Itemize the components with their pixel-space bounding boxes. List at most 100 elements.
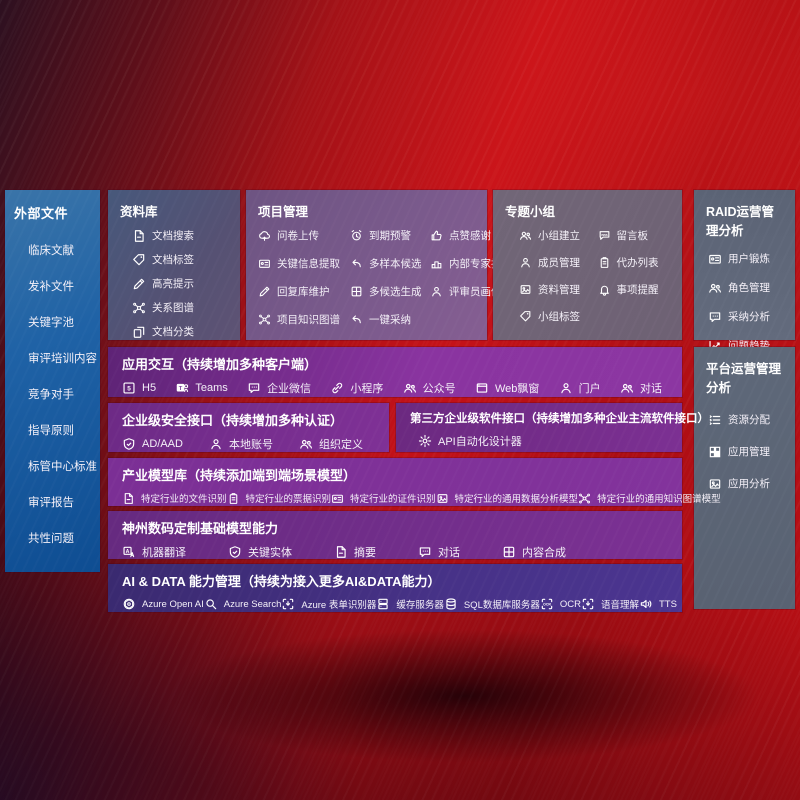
key-info-extract[interactable]: 关键信息提取 — [258, 256, 350, 271]
key-entity[interactable]: 关键实体 — [228, 544, 292, 560]
item-label: 审评报告 — [28, 497, 74, 509]
sql-db-server[interactable]: SQL数据库服务器 — [444, 597, 540, 611]
summary[interactable]: 摘要 — [334, 544, 376, 560]
item-label: 应用分析 — [728, 478, 770, 490]
panel-project-title: 项目管理 — [258, 205, 309, 219]
like-thanks[interactable]: 点赞感谢 — [430, 228, 512, 243]
auth-org-definition[interactable]: 组织定义 — [299, 436, 363, 452]
band-base-items: 机器翻译 关键实体 摘要 对话 内容合成 — [122, 544, 668, 560]
industry-knowledge-graph-model-icon — [578, 492, 591, 505]
item-label: 语音理解 — [600, 600, 639, 611]
sidebar-item-common-issues[interactable]: 共性问题 — [28, 530, 94, 546]
app-analysis[interactable]: 应用分析 — [708, 476, 791, 491]
member-manage[interactable]: 成员管理 — [519, 255, 598, 270]
project-knowledge-graph[interactable]: 项目知识图谱 — [258, 312, 350, 327]
reply-library-maintain[interactable]: 回复库维护 — [258, 284, 350, 299]
azure-openai[interactable]: Azure Open AI — [122, 597, 204, 611]
item-label: Azure 表单识别器 — [301, 600, 377, 611]
item-label: 一键采纳 — [369, 314, 411, 326]
doc-search[interactable]: 文档搜索 — [132, 228, 232, 243]
api-auto-designer[interactable]: API自动化设计器 — [418, 433, 522, 449]
message-board[interactable]: 留言板 — [598, 228, 677, 243]
dialog[interactable]: 对话 — [418, 544, 460, 560]
highlight-hint[interactable]: 高亮提示 — [132, 276, 232, 291]
multi-sample-candidates-icon — [350, 257, 363, 270]
item-label: 角色管理 — [728, 282, 770, 294]
item-label: 临床文献 — [28, 245, 74, 257]
ocr[interactable]: OCR — [540, 597, 581, 611]
item-label: 竞争对手 — [28, 389, 74, 401]
due-alert[interactable]: 到期预警 — [350, 228, 430, 243]
adoption-analysis[interactable]: 采纳分析 — [708, 309, 791, 324]
machine-translation[interactable]: 机器翻译 — [122, 544, 186, 560]
azure-form-recognizer[interactable]: Azure 表单识别器 — [281, 597, 376, 611]
client-miniprogram[interactable]: 小程序 — [330, 380, 383, 396]
multi-sample-candidates[interactable]: 多样本候选 — [350, 256, 430, 271]
industry-id-recognition[interactable]: 特定行业的证件识别 — [331, 491, 436, 505]
client-web-popup[interactable]: Web飘窗 — [475, 380, 539, 396]
client-h5[interactable]: H5 — [122, 381, 156, 395]
multi-candidate-generate[interactable]: 多候选生成 — [350, 284, 430, 299]
sidebar-item-review-reports[interactable]: 审评报告 — [28, 494, 94, 510]
relation-graph-icon — [132, 301, 146, 315]
item-label: 企业微信 — [267, 383, 312, 395]
sidebar-item-review-training[interactable]: 审评培训内容 — [28, 350, 97, 366]
industry-knowledge-graph-model[interactable]: 特定行业的通用知识图谱模型 — [578, 491, 721, 505]
client-teams[interactable]: Teams — [175, 381, 228, 395]
group-create[interactable]: 小组建立 — [519, 228, 598, 243]
auth-ad-aad[interactable]: AD/AAD — [122, 437, 183, 451]
matter-remind[interactable]: 事项提醒 — [598, 282, 677, 297]
material-manage[interactable]: 资料管理 — [519, 282, 598, 297]
resource-allocation[interactable]: 资源分配 — [708, 412, 791, 427]
industry-id-recognition-icon — [331, 492, 344, 505]
group-tags[interactable]: 小组标签 — [519, 309, 598, 324]
item-label: 关键字池 — [28, 317, 74, 329]
content-compose[interactable]: 内容合成 — [502, 544, 566, 560]
client-official-account[interactable]: 公众号 — [403, 380, 456, 396]
speech-understanding[interactable]: 语音理解 — [581, 597, 639, 611]
todo-list[interactable]: 代办列表 — [598, 255, 677, 270]
dialog-icon — [418, 545, 432, 559]
user-training[interactable]: 用户锻炼 — [708, 251, 791, 266]
client-official-account-icon — [403, 381, 417, 395]
one-click-adopt[interactable]: 一键采纳 — [350, 312, 430, 327]
questionnaire-upload[interactable]: 问卷上传 — [258, 228, 350, 243]
doc-classify[interactable]: 文档分类 — [132, 324, 232, 339]
industry-file-recognition[interactable]: 特定行业的文件识别 — [122, 491, 227, 505]
cache-server-icon — [376, 597, 390, 611]
group-tags-icon — [519, 310, 532, 323]
reviewer-profile[interactable]: 评审员画像 — [430, 284, 512, 299]
role-manage[interactable]: 角色管理 — [708, 280, 791, 295]
item-label: TTS — [659, 598, 677, 610]
client-portal[interactable]: 门户 — [559, 380, 601, 396]
cache-server[interactable]: 缓存服务器 — [376, 597, 444, 611]
sidebar-item-competitors[interactable]: 竞争对手 — [28, 386, 94, 402]
sidebar-item-center-standards[interactable]: 标管中心标准 — [28, 458, 97, 474]
client-wecom[interactable]: 企业微信 — [247, 380, 311, 396]
band-security-title: 企业级安全接口（持续增加多种认证） — [122, 413, 344, 428]
band-interaction-items: H5 Teams 企业微信 小程序 公众号 Web飘窗 门户 对话 — [122, 380, 668, 396]
client-miniprogram-icon — [330, 381, 344, 395]
industry-data-analysis-model[interactable]: 特定行业的通用数据分析模型 — [436, 491, 578, 505]
band-security-items: AD/AAD 本地账号 组织定义 — [122, 436, 375, 452]
doc-tags[interactable]: 文档标签 — [132, 252, 232, 267]
sidebar-item-clinical-literature[interactable]: 临床文献 — [28, 242, 94, 258]
relation-graph[interactable]: 关系图谱 — [132, 300, 232, 315]
band-app-interaction: 应用交互（持续增加多种客户端） H5 Teams 企业微信 小程序 公众号 Web飘窗 门户… — [108, 347, 682, 397]
client-teams-icon — [175, 381, 189, 395]
band-security-interface: 企业级安全接口（持续增加多种认证） AD/AAD 本地账号 组织定义 — [108, 403, 389, 452]
item-label: Azure Search — [223, 598, 282, 610]
item-label: 事项提醒 — [616, 284, 659, 296]
client-dialog[interactable]: 对话 — [620, 380, 662, 396]
azure-form-recognizer-icon — [281, 597, 295, 611]
item-label: 评审员画像 — [449, 286, 502, 298]
sidebar-item-keyword-pool[interactable]: 关键字池 — [28, 314, 94, 330]
due-alert-icon — [350, 229, 363, 242]
industry-receipt-recognition[interactable]: 特定行业的票据识别 — [227, 491, 331, 505]
tts[interactable]: TTS — [639, 597, 677, 611]
azure-search[interactable]: Azure Search — [204, 597, 282, 611]
auth-local-account[interactable]: 本地账号 — [209, 436, 273, 452]
sidebar-item-guidelines[interactable]: 指导原则 — [28, 422, 94, 438]
app-manage[interactable]: 应用管理 — [708, 444, 791, 459]
sidebar-item-supplement-files[interactable]: 发补文件 — [28, 278, 94, 294]
